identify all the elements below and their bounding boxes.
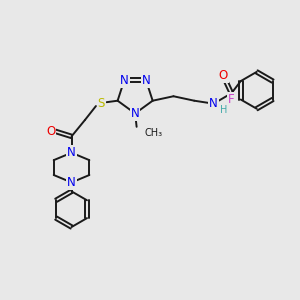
Text: N: N: [142, 74, 150, 87]
Text: N: N: [209, 97, 218, 110]
Text: O: O: [46, 124, 56, 137]
Text: N: N: [131, 107, 140, 120]
Text: F: F: [228, 93, 235, 106]
Text: N: N: [67, 176, 76, 189]
Text: N: N: [120, 74, 129, 87]
Text: O: O: [218, 69, 228, 82]
Text: CH₃: CH₃: [144, 128, 162, 138]
Text: S: S: [98, 97, 105, 110]
Text: H: H: [220, 105, 228, 115]
Text: N: N: [67, 146, 76, 159]
